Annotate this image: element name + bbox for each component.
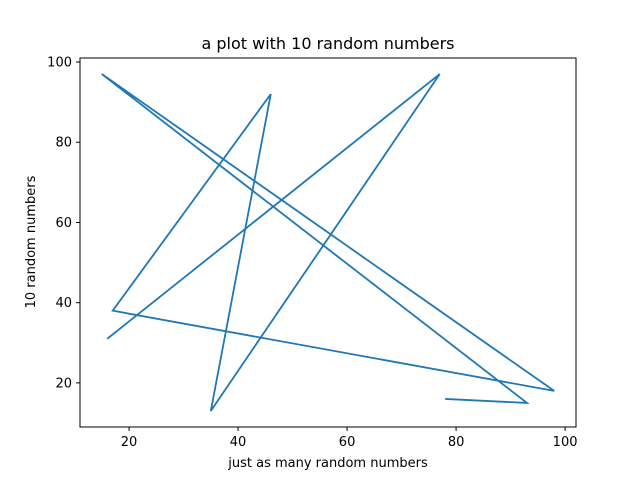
y-tick-label: 40 [55, 296, 72, 311]
y-tick-label: 100 [47, 56, 72, 71]
x-tick-label: 40 [230, 435, 247, 450]
x-tick-label: 60 [339, 435, 356, 450]
chart-title: a plot with 10 random numbers [201, 34, 454, 53]
axes-frame [79, 57, 577, 428]
x-axis-label: just as many random numbers [227, 456, 428, 471]
x-axis: 20 40 60 80 100 [121, 427, 578, 450]
y-axis-label: 10 random numbers [24, 175, 39, 308]
y-tick-label: 60 [55, 216, 72, 231]
y-tick-label: 80 [55, 136, 72, 151]
x-tick-label: 20 [121, 435, 138, 450]
series-line-0 [101, 73, 555, 412]
x-tick-label: 80 [448, 435, 465, 450]
x-tick-label: 100 [553, 435, 578, 450]
plot-area [101, 73, 555, 412]
y-tick-label: 20 [55, 376, 72, 391]
y-axis: 20 40 60 80 100 [47, 56, 80, 391]
